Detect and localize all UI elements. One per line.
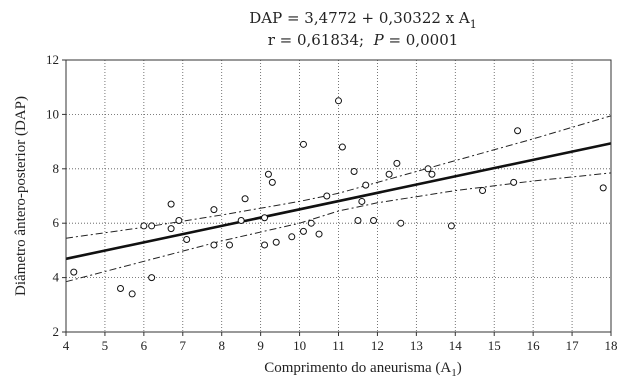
x-tick-label: 9 <box>257 338 264 353</box>
data-point <box>510 178 518 186</box>
data-point <box>210 241 218 249</box>
data-point <box>315 230 323 238</box>
data-point <box>237 216 245 224</box>
ci-upper-line <box>65 115 612 239</box>
data-point <box>299 227 307 235</box>
data-point <box>70 268 78 276</box>
y-tick-label: 6 <box>53 215 60 230</box>
data-point <box>167 200 175 208</box>
x-tick-label: 7 <box>180 338 187 353</box>
x-tick-label: 17 <box>566 338 580 353</box>
data-point <box>226 241 233 249</box>
confidence-bands <box>65 115 612 283</box>
data-point <box>323 192 331 200</box>
data-point <box>210 206 218 214</box>
y-tick-label: 4 <box>53 270 60 285</box>
grid-lines <box>66 60 611 332</box>
x-tick-label: 13 <box>410 338 423 353</box>
data-point <box>350 168 358 176</box>
y-tick-label: 8 <box>53 161 60 176</box>
data-point <box>261 214 269 222</box>
data-point <box>167 225 175 233</box>
data-point <box>354 216 362 224</box>
x-tick-label: 4 <box>63 338 70 353</box>
x-tick-label: 10 <box>293 338 306 353</box>
x-tick-label: 18 <box>605 338 618 353</box>
regression-fit-line <box>65 142 612 261</box>
x-tick-label: 6 <box>141 338 148 353</box>
data-points <box>70 97 607 298</box>
ci-lower-line <box>65 172 612 283</box>
chart-title-line2: r = 0,61834; P = 0,0001 <box>268 31 459 49</box>
data-point <box>335 97 342 105</box>
data-point <box>268 178 276 186</box>
chart-title-line1: DAP = 3,4772 + 0,30322 x A1 <box>249 9 477 31</box>
data-point <box>599 184 607 192</box>
regression-line <box>65 142 612 261</box>
data-point <box>140 222 148 230</box>
data-point <box>385 170 393 178</box>
x-tick-label: 12 <box>371 338 384 353</box>
x-tick-label: 15 <box>488 338 501 353</box>
data-point <box>393 159 401 167</box>
data-point <box>264 170 272 178</box>
x-tick-label: 8 <box>218 338 225 353</box>
data-point <box>128 290 136 298</box>
data-point <box>148 274 156 282</box>
data-point <box>288 233 296 241</box>
x-tick-label: 14 <box>449 338 463 353</box>
y-tick-label: 2 <box>53 324 60 339</box>
data-point <box>307 219 315 227</box>
data-point <box>479 187 487 195</box>
data-point <box>397 219 405 227</box>
data-point <box>241 195 249 203</box>
y-tick-label: 10 <box>46 106 59 121</box>
x-tick-labels: 4 5 6 7 8 9 10 11 12 13 14 15 16 17 18 <box>63 332 618 353</box>
data-point <box>117 284 124 292</box>
data-point <box>148 222 156 230</box>
data-point <box>299 140 307 148</box>
x-tick-label: 11 <box>332 338 345 353</box>
y-axis-label: Diâmetro ântero-posterior (DAP) <box>13 96 29 296</box>
y-tick-labels: 2 4 6 8 10 12 <box>46 52 66 339</box>
data-point <box>261 241 269 249</box>
data-point <box>338 143 346 151</box>
x-axis-label: Comprimento do aneurisma (A1) <box>264 360 462 378</box>
data-point <box>447 222 455 230</box>
y-tick-label: 12 <box>46 52 59 67</box>
data-point <box>175 216 183 224</box>
data-point <box>358 197 366 205</box>
data-point <box>428 170 436 178</box>
data-point <box>183 236 191 244</box>
data-point <box>362 181 370 189</box>
x-tick-label: 16 <box>527 338 541 353</box>
data-point <box>272 238 280 246</box>
data-point <box>424 165 432 173</box>
data-point <box>514 127 522 135</box>
x-tick-label: 5 <box>102 338 109 353</box>
data-point <box>370 216 378 224</box>
